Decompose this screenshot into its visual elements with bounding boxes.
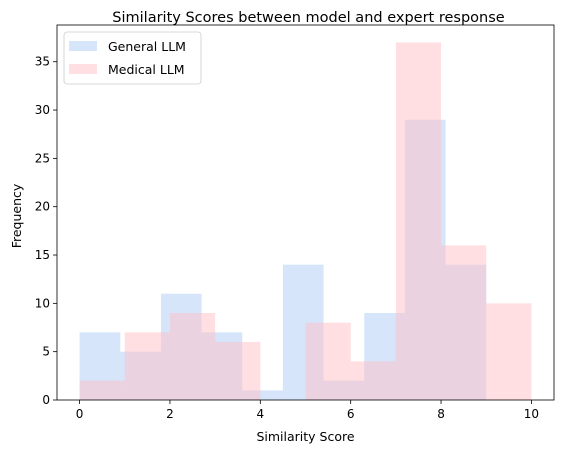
x-axis-ticks: 0 2 4 6 8 10: [76, 400, 539, 421]
bar-medical-llm-6: [350, 361, 396, 400]
y-axis-ticks: 0 5 10 15 20 25 30 35: [35, 55, 57, 407]
y-tick-label: 10: [35, 296, 50, 310]
x-tick-label: 10: [524, 407, 539, 421]
plot-frame: [56, 24, 555, 401]
bar-medical-llm-9: [486, 303, 532, 400]
y-tick-label: 0: [42, 393, 50, 407]
x-tick-label: 0: [76, 407, 84, 421]
y-tick-label: 35: [35, 55, 50, 69]
x-tick-label: 4: [256, 407, 264, 421]
bar-medical-llm-3: [215, 342, 261, 400]
x-tick-label: 8: [437, 407, 445, 421]
chart-title: Similarity Scores between model and expe…: [112, 10, 504, 26]
legend: General LLM Medical LLM: [63, 31, 202, 85]
legend-label-general-llm: General LLM: [108, 39, 186, 54]
x-axis-label: Similarity Score: [256, 429, 354, 444]
bar-medical-llm-0: [79, 380, 125, 400]
legend-swatch-general-llm: [69, 41, 97, 51]
y-tick-label: 30: [35, 103, 50, 117]
y-tick-label: 15: [35, 248, 50, 262]
legend-box: [63, 31, 202, 85]
bar-medical-llm-8: [441, 245, 487, 400]
bar-medical-llm-2: [169, 313, 216, 400]
bar-medical-llm-5: [305, 322, 351, 400]
legend-swatch-medical-llm: [69, 64, 97, 74]
x-tick-label: 6: [347, 407, 355, 421]
bar-general-llm-4: [242, 390, 283, 400]
y-tick-label: 5: [42, 345, 50, 359]
x-tick-label: 2: [166, 407, 174, 421]
bars-layer: [79, 42, 532, 400]
y-tick-label: 25: [35, 151, 50, 165]
y-tick-label: 20: [35, 200, 50, 214]
legend-label-medical-llm: Medical LLM: [108, 62, 185, 77]
bar-medical-llm-1: [124, 332, 170, 400]
y-axis-label: Frequency: [9, 183, 24, 248]
bar-medical-llm-7: [395, 42, 442, 400]
